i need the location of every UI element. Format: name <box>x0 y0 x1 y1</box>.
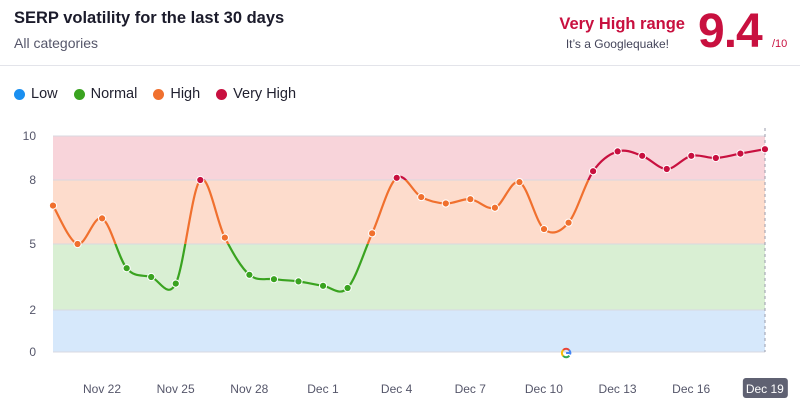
category-filter[interactable]: All categories <box>14 35 99 51</box>
zone-high <box>53 180 765 244</box>
x-tick-label-current: Dec 19 <box>746 382 784 396</box>
legend-item-high[interactable]: High <box>153 86 200 102</box>
y-tick-label: 10 <box>23 129 37 143</box>
legend-item-normal[interactable]: Normal <box>73 86 138 102</box>
x-tick-label: Nov 22 <box>83 382 121 396</box>
data-point[interactable] <box>48 201 58 210</box>
header: SERP volatility for the last 30 days All… <box>0 0 800 66</box>
data-point[interactable] <box>613 147 622 156</box>
data-point[interactable] <box>589 167 598 176</box>
zone-low <box>53 310 765 352</box>
legend-dot-high <box>153 88 165 100</box>
y-tick-label: 5 <box>29 237 36 251</box>
data-point[interactable] <box>417 192 426 202</box>
data-point[interactable] <box>122 264 131 273</box>
data-point[interactable] <box>220 233 229 242</box>
data-point[interactable] <box>490 203 499 212</box>
x-tick-label: Dec 13 <box>599 382 637 396</box>
range-label: Very High range <box>559 15 685 33</box>
data-point[interactable] <box>711 153 720 163</box>
data-point[interactable] <box>196 175 205 185</box>
legend-item-very-high[interactable]: Very High <box>216 86 296 102</box>
data-point[interactable] <box>441 199 450 208</box>
legend-dot-very-high <box>216 88 228 100</box>
legend-label-normal: Normal <box>90 86 138 102</box>
x-tick-label: Dec 10 <box>525 382 563 396</box>
range-description: It’s a Googlequake! <box>565 37 669 51</box>
x-tick-label: Nov 25 <box>157 382 195 396</box>
data-point[interactable] <box>245 270 254 279</box>
data-point[interactable] <box>638 151 647 160</box>
data-point[interactable] <box>343 283 352 293</box>
volatility-score: 9.4 <box>698 5 763 58</box>
data-point[interactable] <box>515 178 524 187</box>
data-point[interactable] <box>662 164 671 174</box>
data-point[interactable] <box>736 149 745 158</box>
y-tick-label: 2 <box>29 303 36 317</box>
current-date-badge <box>742 378 788 398</box>
data-point[interactable] <box>760 145 770 154</box>
y-tick-label: 8 <box>29 173 36 187</box>
zone-very-high <box>53 136 765 180</box>
data-point[interactable] <box>171 279 180 288</box>
legend-dot-low <box>14 88 25 100</box>
data-point[interactable] <box>392 173 401 182</box>
x-tick-label: Dec 7 <box>455 382 487 396</box>
chart-title: SERP volatility for the last 30 days <box>14 9 285 27</box>
data-point[interactable] <box>687 151 696 160</box>
score-denominator: /10 <box>772 38 788 50</box>
data-point[interactable] <box>294 277 303 286</box>
data-point[interactable] <box>318 281 328 290</box>
data-point[interactable] <box>564 218 573 227</box>
legend-label-very-high: Very High <box>233 86 297 102</box>
x-tick-label: Dec 1 <box>307 382 339 396</box>
data-point[interactable] <box>368 229 377 238</box>
zone-normal <box>53 244 765 310</box>
data-point[interactable] <box>269 275 279 284</box>
legend-item-low[interactable]: Low <box>14 86 58 102</box>
legend-label-high: High <box>170 86 201 102</box>
google-g-icon[interactable] <box>560 347 572 359</box>
data-point[interactable] <box>73 239 82 249</box>
data-point[interactable] <box>466 195 475 204</box>
legend-label-low: Low <box>31 86 58 102</box>
legend-dot-normal <box>73 88 85 100</box>
y-tick-label: 0 <box>29 345 36 359</box>
data-point[interactable] <box>147 272 156 282</box>
x-tick-label: Nov 28 <box>230 382 268 396</box>
legend: Low Normal High Very High <box>14 86 312 102</box>
x-tick-label: Dec 4 <box>381 382 413 396</box>
data-point[interactable] <box>98 214 107 223</box>
x-tick-label: Dec 16 <box>672 382 710 396</box>
data-point[interactable] <box>539 224 549 234</box>
